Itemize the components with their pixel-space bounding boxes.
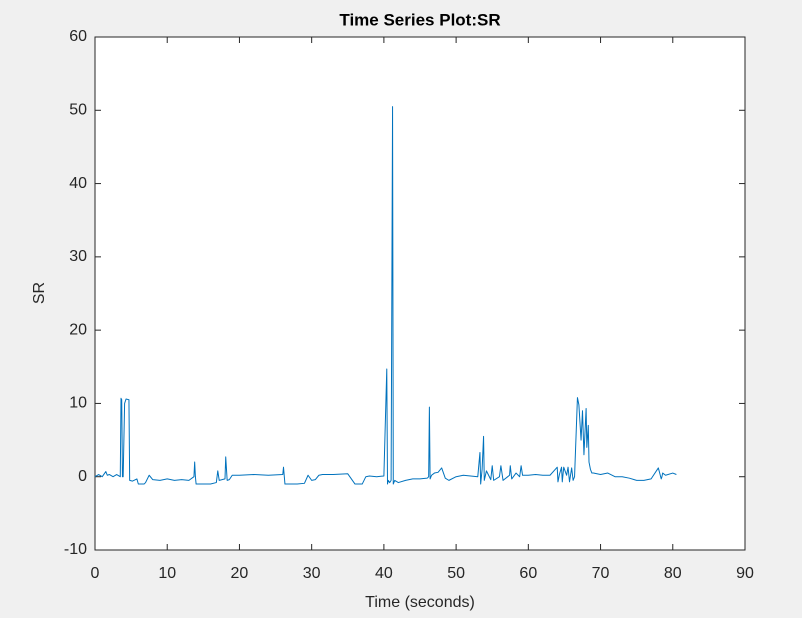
x-axis-label: Time (seconds) <box>365 594 475 611</box>
x-tick-label: 20 <box>231 565 249 582</box>
x-tick-label: 60 <box>519 565 537 582</box>
x-tick-label: 70 <box>592 565 610 582</box>
y-tick-label: -10 <box>64 541 87 558</box>
y-axis-label: SR <box>31 282 48 304</box>
x-tick-label: 10 <box>158 565 176 582</box>
y-tick-label: 10 <box>69 395 87 412</box>
x-tick-label: 80 <box>664 565 682 582</box>
y-tick-label: 30 <box>69 248 87 265</box>
plot-area <box>94 36 746 551</box>
x-tick-label: 30 <box>303 565 321 582</box>
y-tick-label: 50 <box>69 102 87 119</box>
x-tick-label: 0 <box>91 565 100 582</box>
series-line <box>94 106 677 485</box>
chart-title: Time Series Plot:SR <box>339 10 500 29</box>
y-tick-label: 40 <box>69 175 87 192</box>
x-tick-label: 40 <box>375 565 393 582</box>
y-tick-label: 0 <box>78 468 87 485</box>
x-tick-label: 90 <box>736 565 754 582</box>
x-tick-label: 50 <box>447 565 465 582</box>
y-tick-label: 60 <box>69 28 87 45</box>
y-tick-label: 20 <box>69 321 87 338</box>
